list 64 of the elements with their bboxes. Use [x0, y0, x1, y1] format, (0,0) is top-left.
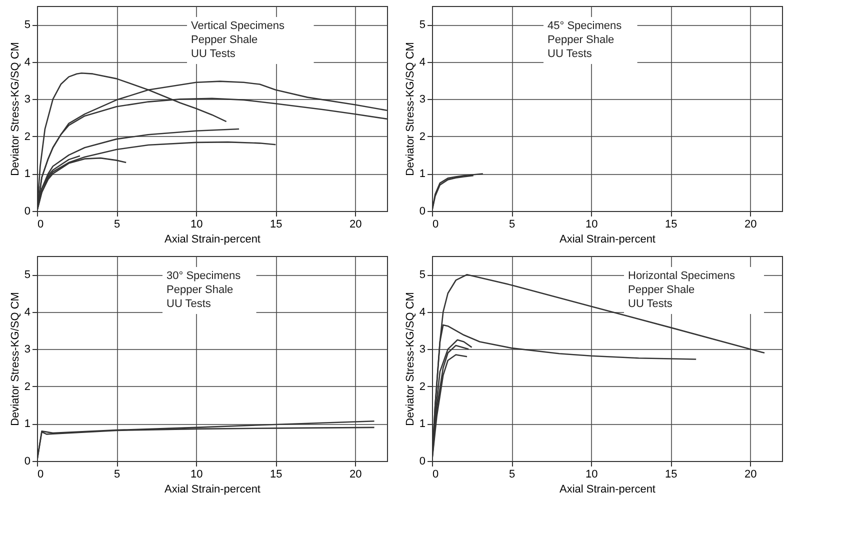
y-tick-label: 5	[24, 19, 30, 32]
y-tick-label: 1	[419, 418, 426, 430]
y-tick-label: 0	[24, 456, 30, 468]
x-tick-label: 5	[508, 468, 516, 480]
y-tick-label: 0	[419, 456, 426, 468]
y-axis-title: Deviator Stress-KG/SQ CM	[9, 42, 22, 176]
y-axis-title: Deviator Stress-KG/SQ CM	[9, 292, 22, 426]
y-tick-label: 2	[24, 130, 30, 143]
x-tick-label: 10	[585, 218, 598, 230]
y-tick-label: 5	[24, 269, 30, 282]
y-tick-label: 3	[419, 94, 426, 106]
x-tick-label: 15	[270, 468, 282, 480]
x-tick-label: 15	[665, 218, 678, 230]
annotation: Pepper Shale	[548, 34, 614, 46]
y-tick-label: 5	[419, 269, 426, 282]
y-tick-label: 4	[419, 306, 426, 318]
y-tick-label: 3	[24, 94, 30, 106]
x-tick-label: 5	[508, 218, 516, 230]
y-tick-label: 3	[419, 344, 426, 356]
y-tick-label: 2	[419, 130, 426, 143]
annotation: UU Tests	[628, 298, 673, 310]
x-tick-label: 15	[270, 218, 282, 230]
x-tick-label: 0	[432, 218, 439, 230]
y-tick-label: 4	[419, 56, 426, 68]
annotation: UU Tests	[166, 298, 212, 310]
x-tick-label: 20	[744, 218, 757, 230]
annotation: Pepper Shale	[628, 284, 695, 296]
y-axis-title: Deviator Stress-KG/SQ CM	[404, 42, 416, 176]
annotation: Vertical Specimens	[191, 20, 286, 32]
y-tick-label: 1	[419, 168, 426, 180]
y-tick-label: 4	[24, 306, 30, 318]
y-tick-label: 0	[24, 206, 30, 218]
y-tick-label: 3	[24, 344, 30, 356]
x-axis-title: Axial Strain-percent	[560, 484, 656, 496]
y-tick-label: 5	[419, 19, 426, 32]
y-axis-title: Deviator Stress-KG/SQ CM	[404, 292, 416, 426]
y-tick-label: 4	[24, 56, 30, 68]
x-tick-label: 0	[38, 468, 44, 480]
x-tick-label: 0	[38, 218, 44, 230]
annotation: UU Tests	[548, 48, 592, 60]
y-tick-label: 1	[24, 168, 30, 180]
annotation: 45° Specimens	[548, 20, 622, 32]
x-tick-label: 10	[190, 468, 203, 480]
annotation: Horizontal Specimens	[628, 270, 736, 282]
y-tick-label: 0	[419, 206, 426, 218]
y-tick-label: 2	[419, 380, 426, 393]
y-tick-label: 1	[24, 418, 30, 430]
x-tick-label: 20	[744, 468, 757, 480]
x-tick-label: 15	[665, 468, 678, 480]
x-axis-title: Axial Strain-percent	[560, 234, 656, 246]
annotation: 30° Specimens	[166, 270, 242, 282]
annotation: Pepper Shale	[191, 34, 258, 46]
x-axis-title: Axial Strain-percent	[164, 484, 260, 496]
x-tick-label: 10	[585, 468, 598, 480]
annotation: Pepper Shale	[166, 284, 234, 296]
x-axis-title: Axial Strain-percent	[164, 234, 260, 246]
x-tick-label: 0	[432, 468, 439, 480]
x-tick-label: 20	[350, 468, 362, 480]
annotation: UU Tests	[191, 48, 236, 60]
x-tick-label: 5	[114, 218, 120, 230]
x-tick-label: 20	[350, 218, 362, 230]
x-tick-label: 10	[190, 218, 203, 230]
x-tick-label: 5	[114, 468, 120, 480]
y-tick-label: 2	[24, 380, 30, 393]
